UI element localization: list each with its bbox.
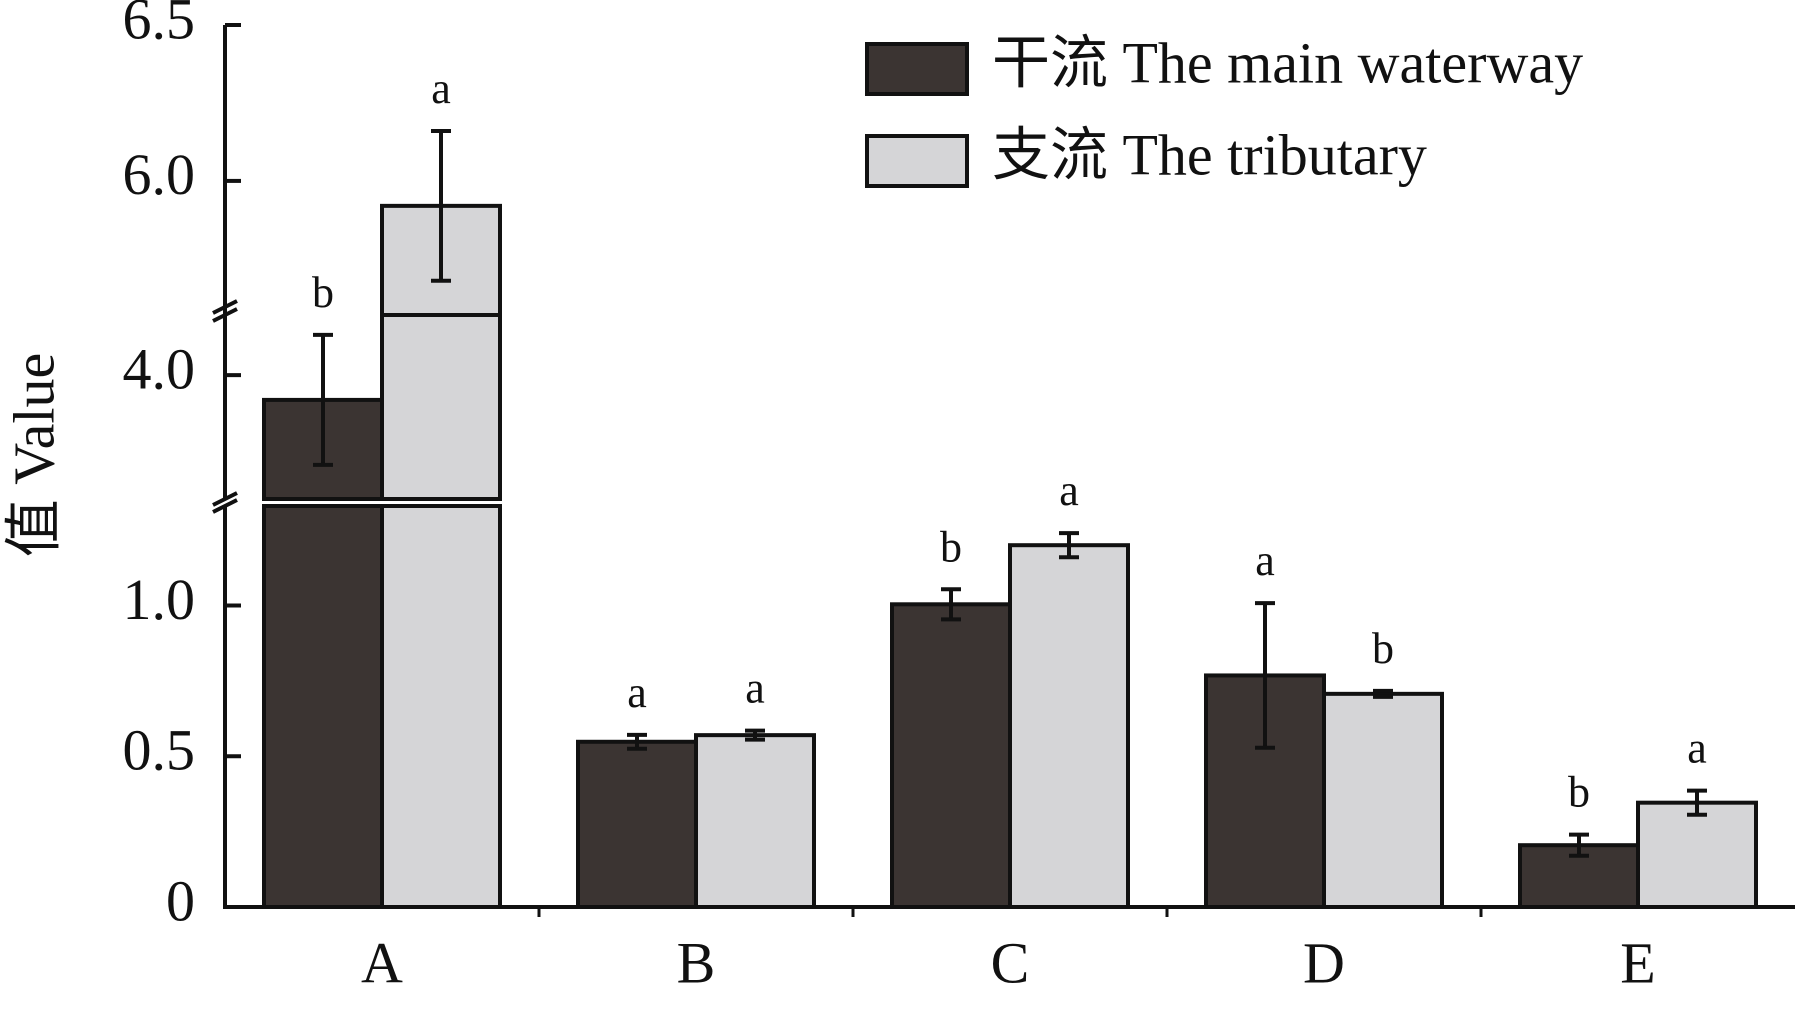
bar (262, 504, 384, 909)
bar (890, 602, 1012, 909)
legend-label: 支流 The tributary (992, 122, 1427, 187)
significance-letter: a (431, 64, 451, 113)
axis-break (212, 498, 238, 514)
y-tick-label: 1.0 (123, 567, 196, 632)
bar (576, 739, 698, 909)
legend-label: 干流 The main waterway (992, 30, 1583, 95)
significance-letter: a (1255, 536, 1275, 585)
y-tick-label: 6.0 (123, 142, 196, 207)
bar (1008, 543, 1130, 909)
significance-letter: b (312, 268, 334, 317)
bar (380, 305, 502, 501)
axis-break (212, 491, 238, 507)
x-tick-label: A (361, 930, 403, 995)
y-tick-label: 0 (166, 868, 195, 933)
axis-break (212, 307, 238, 323)
legend-swatch (865, 42, 969, 96)
y-tick-label: 0.5 (123, 718, 196, 783)
bar (694, 733, 816, 910)
significance-letter: a (627, 668, 647, 717)
x-tick-label: D (1303, 930, 1345, 995)
x-tick-label: B (677, 930, 716, 995)
bar (380, 504, 502, 909)
significance-letter: a (745, 664, 765, 713)
significance-letter: a (1059, 466, 1079, 515)
legend-swatch (865, 134, 969, 188)
significance-letter: b (1372, 624, 1394, 673)
x-tick-label: E (1620, 930, 1655, 995)
y-tick-label: 4.0 (123, 336, 196, 401)
bar (1322, 691, 1444, 910)
x-tick-label: C (991, 930, 1030, 995)
significance-letter: b (1568, 768, 1590, 817)
bar (1636, 800, 1758, 909)
y-tick-label: 6.5 (123, 0, 196, 51)
significance-letter: a (1687, 724, 1707, 773)
axis-break (212, 299, 238, 315)
significance-letter: b (940, 522, 962, 571)
y-axis-label: 值 Value (1, 353, 66, 558)
